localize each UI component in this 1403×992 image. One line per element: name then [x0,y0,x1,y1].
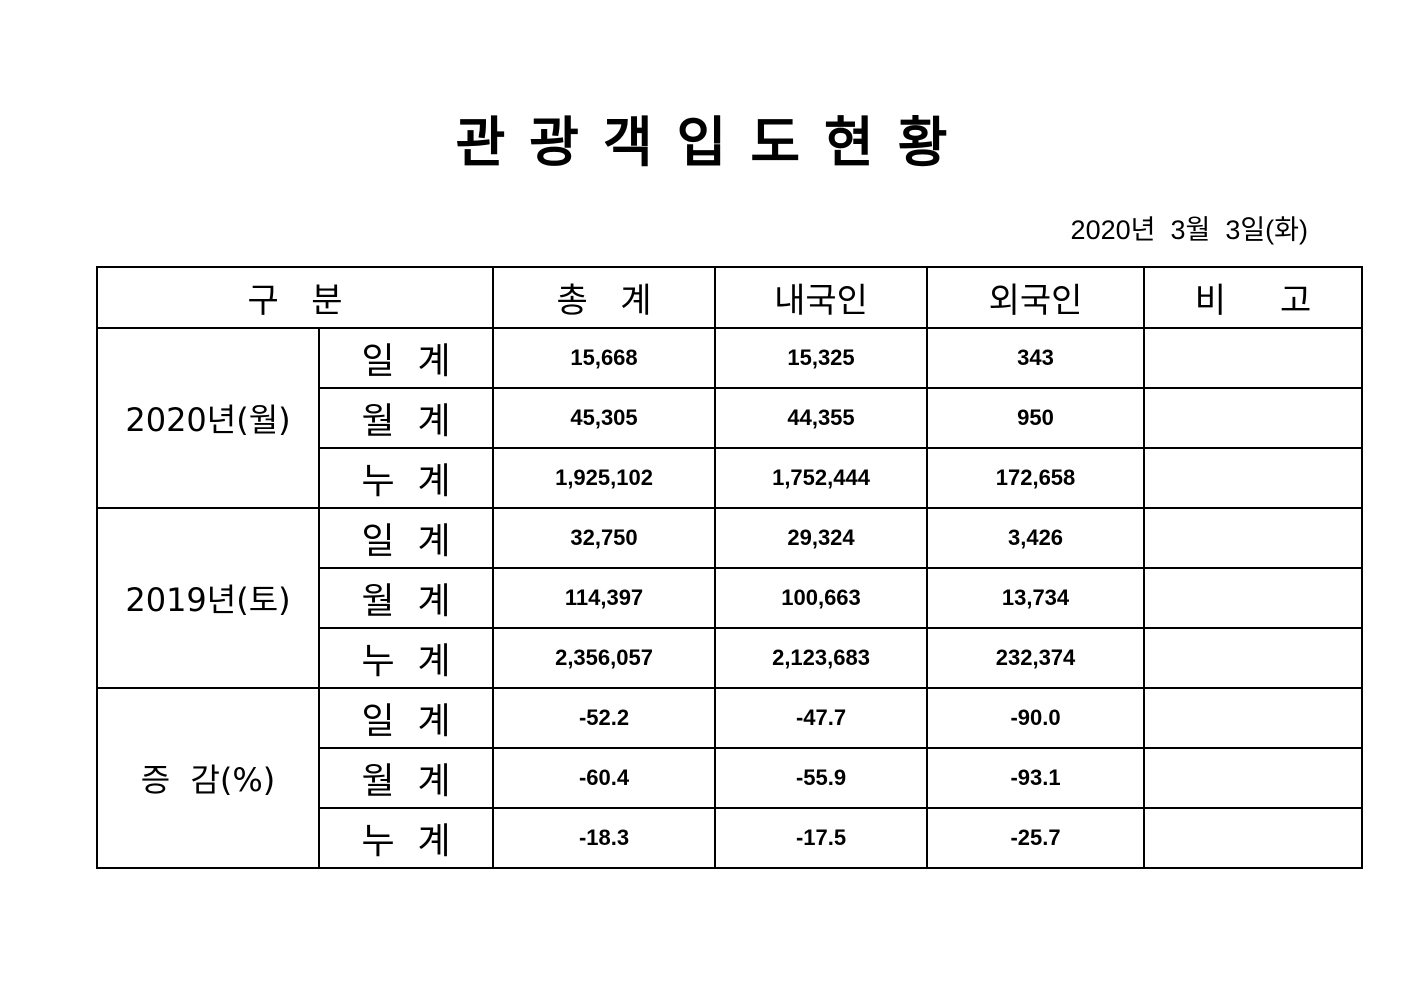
cell-domestic: -55.9 [714,747,929,809]
cell-remarks [1143,687,1364,749]
cell-total: 32,750 [492,507,717,569]
cell-remarks [1143,807,1364,869]
group-label-change: 증 감(%) [96,687,320,869]
cell-remarks [1143,507,1364,569]
report-date: 2020년 3월 3일(화) [1070,215,1308,245]
cell-total: 45,305 [492,387,717,449]
cell-remarks [1143,747,1364,809]
row-label: 누 계 [317,627,495,689]
cell-total: -18.3 [492,807,717,869]
cell-foreign: 232,374 [926,627,1146,689]
cell-total: 1,925,102 [492,447,717,509]
cell-total: -52.2 [492,687,717,749]
row-label: 월 계 [317,387,495,449]
cell-domestic: 15,325 [714,327,929,389]
header-category: 구 분 [95,266,495,329]
cell-domestic: -47.7 [714,687,929,749]
cell-foreign: 172,658 [926,447,1146,509]
tourist-arrivals-table: 구 분 총 계 내국인 외국인 비 고 2020년(월) 일 계 15,668 … [95,266,1364,869]
cell-remarks [1143,327,1364,389]
row-label: 누 계 [317,807,495,869]
cell-domestic: 29,324 [714,507,929,569]
cell-remarks [1143,387,1364,449]
cell-domestic: -17.5 [714,807,929,869]
cell-total: 114,397 [492,567,717,629]
table-row: 2020년(월) 일 계 15,668 15,325 343 [96,327,1364,509]
table-row: 누 계 -18.3 -17.5 -25.7 [97,807,1364,869]
group-label-2020: 2020년(월) [96,327,320,509]
table-row: 증 감(%) 일 계 -52.2 -47.7 -90.0 [96,687,1364,869]
table-row: 월 계 114,397 100,663 13,734 [97,567,1364,629]
cell-remarks [1143,567,1364,629]
header-row: 구 분 총 계 내국인 외국인 비 고 [95,266,1364,329]
table-row: 월 계 -60.4 -55.9 -93.1 [97,747,1364,809]
cell-foreign: 343 [926,327,1146,389]
cell-foreign: -25.7 [926,807,1146,869]
header-domestic: 내국인 [714,266,929,329]
group-label-2019: 2019년(토) [96,507,320,689]
cell-foreign: 950 [926,387,1146,449]
table-row: 월 계 45,305 44,355 950 [97,387,1364,449]
row-label: 월 계 [317,747,495,809]
header-total: 총 계 [492,266,717,329]
table-row: 누 계 1,925,102 1,752,444 172,658 [97,447,1364,509]
cell-domestic: 1,752,444 [714,447,929,509]
cell-domestic: 44,355 [714,387,929,449]
cell-foreign: 13,734 [926,567,1146,629]
page-title: 관광객입도현황 [455,111,972,174]
cell-foreign: -93.1 [926,747,1146,809]
cell-foreign: -90.0 [926,687,1146,749]
row-label: 일 계 [317,327,495,389]
header-foreign: 외국인 [926,266,1146,329]
cell-total: 2,356,057 [492,627,717,689]
row-label: 일 계 [317,687,495,749]
table-row: 2019년(토) 일 계 32,750 29,324 3,426 [96,507,1364,689]
cell-remarks [1143,447,1364,509]
cell-total: -60.4 [492,747,717,809]
row-label: 누 계 [317,447,495,509]
table-row: 누 계 2,356,057 2,123,683 232,374 [97,627,1364,689]
cell-foreign: 3,426 [926,507,1146,569]
cell-total: 15,668 [492,327,717,389]
cell-domestic: 100,663 [714,567,929,629]
row-label: 월 계 [317,567,495,629]
header-remarks: 비 고 [1143,266,1364,329]
cell-remarks [1143,627,1364,689]
cell-domestic: 2,123,683 [714,627,929,689]
row-label: 일 계 [317,507,495,569]
